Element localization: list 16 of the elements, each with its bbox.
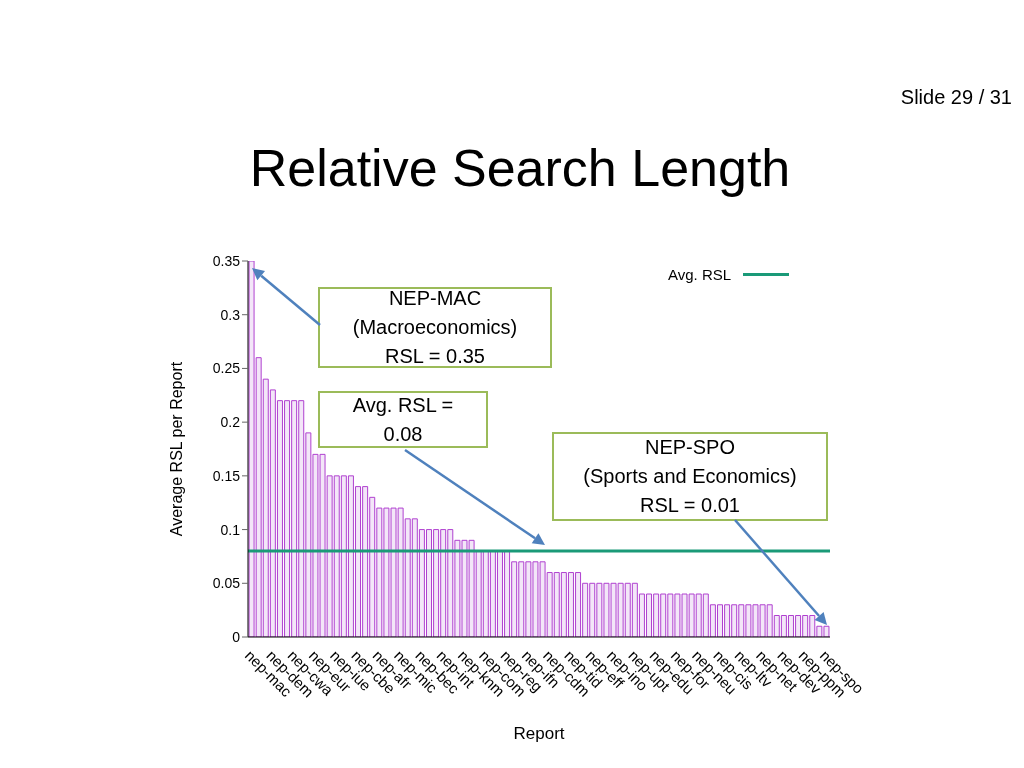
y-tick-label: 0.2 [220, 414, 241, 431]
y-axis-title: Average RSL per Report [167, 361, 185, 537]
legend-label: Avg. RSL [668, 266, 732, 283]
y-tick-label: 0.1 [220, 521, 241, 538]
callout-box: NEP-MAC (Macroeconomics) RSL = 0.35 [318, 287, 552, 368]
y-tick-label: 0.25 [212, 360, 241, 377]
y-tick-label: 0 [232, 628, 241, 645]
y-tick-label: 0.3 [220, 306, 241, 323]
y-tick-label: 0.35 [212, 252, 241, 269]
callout-box: Avg. RSL = 0.08 [318, 391, 488, 448]
text: Slide 29 / 31 [900, 86, 1012, 109]
y-tick-label: 0.15 [212, 467, 241, 484]
x-axis-title: Report [513, 724, 565, 743]
y-tick-label: 0.05 [212, 575, 241, 592]
chart-title: Relative Search Length [248, 138, 792, 198]
callout-box: NEP-SPO (Sports and Economics) RSL = 0.01 [552, 432, 828, 521]
